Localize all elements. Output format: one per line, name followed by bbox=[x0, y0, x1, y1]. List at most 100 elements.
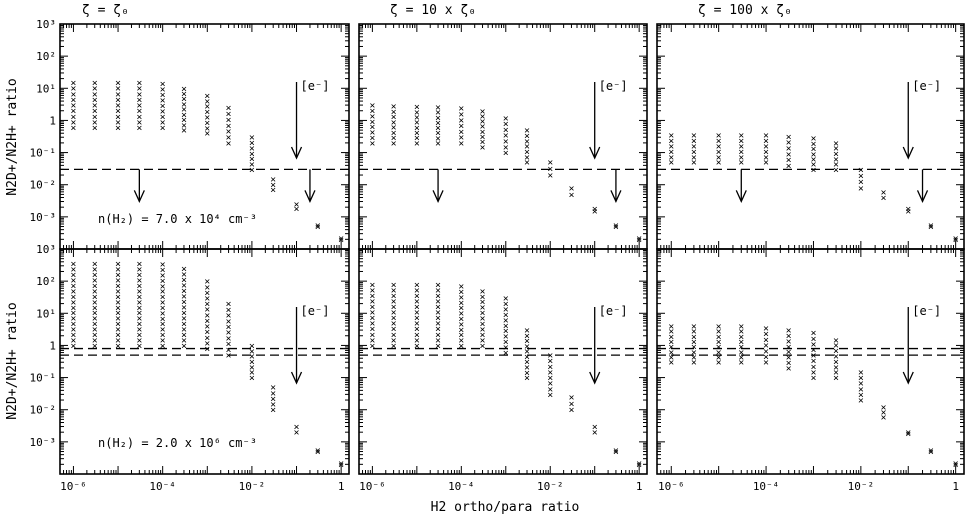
data-point: × bbox=[369, 106, 375, 117]
data-point: × bbox=[92, 270, 98, 281]
data-point: × bbox=[786, 363, 792, 374]
data-point: × bbox=[786, 342, 792, 353]
data-point: × bbox=[503, 125, 509, 136]
data-point: × bbox=[270, 383, 276, 394]
x-tick-label: 10⁻² bbox=[537, 480, 564, 493]
data-point: × bbox=[716, 342, 722, 353]
data-point: × bbox=[160, 118, 166, 129]
data-point: × bbox=[480, 308, 486, 319]
data-point: × bbox=[435, 302, 441, 313]
data-point: × bbox=[92, 335, 98, 346]
data-point: × bbox=[480, 132, 486, 143]
data-point: × bbox=[503, 348, 509, 359]
data-point: × bbox=[480, 297, 486, 308]
data-point: × bbox=[810, 367, 816, 378]
panel: ××××××××××××××××××××××××××××××××××××××××… bbox=[358, 23, 648, 250]
data-point: × bbox=[716, 141, 722, 152]
data-point: × bbox=[115, 281, 121, 292]
data-point: × bbox=[524, 331, 530, 342]
data-point: × bbox=[160, 341, 166, 352]
data-point: × bbox=[92, 89, 98, 100]
data-point: × bbox=[763, 341, 769, 352]
data-point: × bbox=[249, 154, 255, 165]
data-point: × bbox=[435, 330, 441, 341]
x-tick-label: 10⁻⁶ bbox=[359, 480, 386, 493]
data-point: × bbox=[524, 158, 530, 169]
data-point: × bbox=[763, 147, 769, 158]
data-point: × bbox=[503, 343, 509, 354]
y-tick-label: 10³ bbox=[36, 243, 56, 256]
data-point: × bbox=[181, 269, 187, 280]
data-point: × bbox=[524, 357, 530, 368]
data-point: × bbox=[136, 101, 142, 112]
data-point: × bbox=[315, 446, 321, 457]
data-point: × bbox=[458, 303, 464, 314]
data-point: × bbox=[136, 84, 142, 95]
data-point: × bbox=[763, 358, 769, 369]
data-point: × bbox=[70, 270, 76, 281]
data-point: × bbox=[503, 113, 509, 124]
data-point: × bbox=[249, 165, 255, 176]
data-point: × bbox=[249, 368, 255, 379]
data-point: × bbox=[226, 351, 232, 362]
data-point: × bbox=[136, 335, 142, 346]
data-point: × bbox=[70, 297, 76, 308]
data-point: × bbox=[763, 131, 769, 142]
y-tick-label: 10⁻² bbox=[30, 404, 57, 417]
data-point: × bbox=[181, 110, 187, 121]
data-point: × bbox=[294, 200, 300, 211]
data-point: × bbox=[136, 297, 142, 308]
data-point: × bbox=[249, 149, 255, 160]
data-point: × bbox=[738, 342, 744, 353]
data-point: × bbox=[480, 335, 486, 346]
data-point: × bbox=[70, 314, 76, 325]
data-point: × bbox=[928, 221, 934, 232]
data-point: × bbox=[414, 102, 420, 113]
x-tick-label: 10⁻⁶ bbox=[658, 480, 685, 493]
data-point: × bbox=[391, 133, 397, 144]
x-tick-label: 1 bbox=[636, 480, 643, 493]
data-point: × bbox=[786, 353, 792, 364]
data-point: × bbox=[92, 259, 98, 270]
data-point: × bbox=[763, 335, 769, 346]
data-point: × bbox=[480, 341, 486, 352]
data-point: × bbox=[547, 373, 553, 384]
data-point: × bbox=[160, 330, 166, 341]
data-point: × bbox=[738, 147, 744, 158]
data-point: × bbox=[294, 204, 300, 215]
data-point: × bbox=[414, 324, 420, 335]
data-point: × bbox=[204, 316, 210, 327]
data-point: × bbox=[391, 324, 397, 335]
data-point: × bbox=[249, 373, 255, 384]
data-point: × bbox=[391, 112, 397, 123]
data-point: × bbox=[204, 310, 210, 321]
data-point: × bbox=[786, 138, 792, 149]
data-point: × bbox=[547, 379, 553, 390]
data-point: × bbox=[204, 96, 210, 107]
data-point: × bbox=[691, 327, 697, 338]
x-tick-label: 10⁻⁶ bbox=[60, 480, 87, 493]
data-point: × bbox=[810, 339, 816, 350]
data-point: × bbox=[369, 313, 375, 324]
data-point: × bbox=[115, 292, 121, 303]
data-point: × bbox=[391, 280, 397, 291]
data-point: × bbox=[270, 388, 276, 399]
data-point: × bbox=[249, 160, 255, 171]
data-point: × bbox=[786, 326, 792, 337]
data-point: × bbox=[738, 353, 744, 364]
data-point: × bbox=[833, 138, 839, 149]
data-point: × bbox=[70, 303, 76, 314]
y-tick-label: 10⁻³ bbox=[30, 436, 57, 449]
data-point: × bbox=[136, 308, 142, 319]
data-point: × bbox=[458, 287, 464, 298]
data-point: × bbox=[160, 319, 166, 330]
data-point: × bbox=[136, 325, 142, 336]
data-point: × bbox=[568, 183, 574, 194]
data-point: × bbox=[136, 112, 142, 123]
data-point: × bbox=[391, 117, 397, 128]
data-point: × bbox=[524, 126, 530, 137]
data-point: × bbox=[136, 117, 142, 128]
data-point: × bbox=[136, 286, 142, 297]
data-point: × bbox=[414, 341, 420, 352]
data-point: × bbox=[858, 165, 864, 176]
